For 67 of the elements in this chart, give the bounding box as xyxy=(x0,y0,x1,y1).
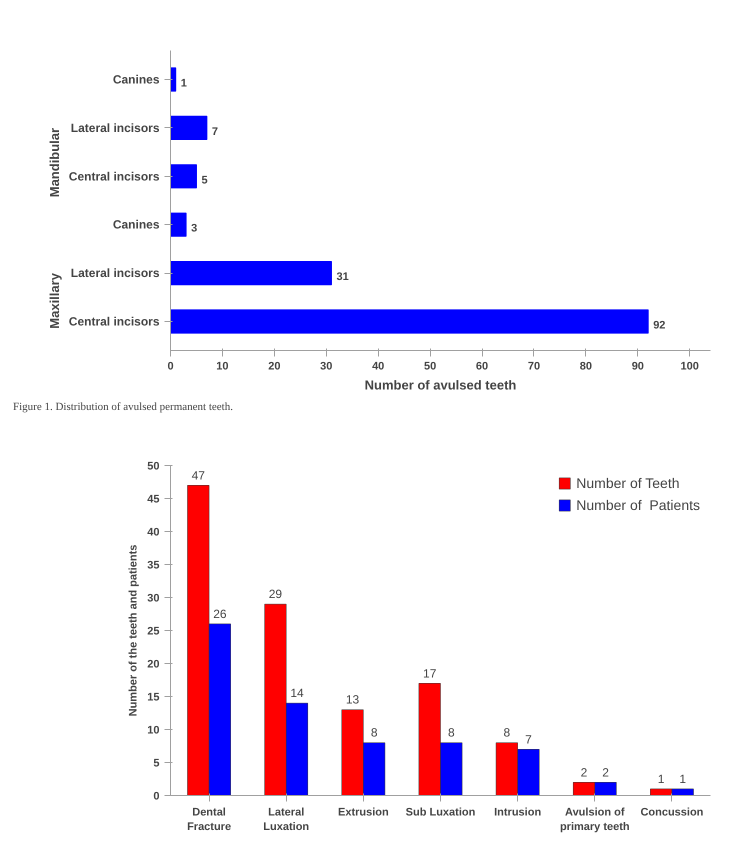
x-tick-label: 60 xyxy=(476,360,488,372)
x-tick-label: 30 xyxy=(320,360,332,372)
x-tick-label: 0 xyxy=(167,360,174,372)
x-tick-label: 20 xyxy=(268,360,280,372)
x-tick-label: Sub Luxation xyxy=(406,806,476,818)
bar xyxy=(170,212,187,237)
data-label: 8 xyxy=(448,726,455,740)
x-tick-label: 40 xyxy=(372,360,384,372)
bar xyxy=(170,309,649,334)
data-label: 3 xyxy=(191,222,198,235)
data-label: 92 xyxy=(653,319,666,332)
x-tick-label: 50 xyxy=(424,360,436,372)
data-label: 13 xyxy=(346,692,360,707)
y-tick-label: 15 xyxy=(147,692,160,704)
data-label: 2 xyxy=(602,765,610,780)
data-label: 1 xyxy=(679,772,686,786)
data-label: 5 xyxy=(201,174,208,186)
data-label: 31 xyxy=(336,271,349,284)
bar xyxy=(170,116,208,140)
y-tick-label: 0 xyxy=(153,790,160,802)
data-label: 1 xyxy=(658,772,665,786)
y-tick-label: Central incisors xyxy=(68,314,160,328)
bar xyxy=(170,260,332,286)
data-label: 1 xyxy=(180,78,187,90)
legend-label: Number of Teeth xyxy=(576,475,680,491)
x-tick-label: 100 xyxy=(680,360,699,372)
y-tick-label: 35 xyxy=(147,560,160,572)
x-tick-label: Concussion xyxy=(640,806,704,818)
y-axis-title: Number of the teeth and patients xyxy=(127,544,140,716)
x-tick-label: 70 xyxy=(528,360,540,372)
data-label: 17 xyxy=(423,666,437,680)
data-label: 7 xyxy=(525,732,532,746)
x-tick-label: Extrusion xyxy=(338,806,390,818)
x-tick-label: 80 xyxy=(580,360,592,372)
bar xyxy=(170,164,197,188)
y-tick-label: 30 xyxy=(147,592,160,604)
data-label: 29 xyxy=(268,587,282,602)
text: Maxillary xyxy=(47,272,62,329)
data-label: 26 xyxy=(213,606,227,621)
y-tick-label: 5 xyxy=(153,758,160,770)
y-tick-label: Canines xyxy=(112,72,160,87)
y-tick-label: 50 xyxy=(147,460,160,472)
caption: Figure 1. Distribution of avulsed permanent teeth. xyxy=(13,400,233,415)
x-tick-label: 90 xyxy=(632,360,644,372)
x-tick-label: Intrusion xyxy=(494,806,542,818)
y-tick-label: 25 xyxy=(147,626,160,638)
data-label: 8 xyxy=(370,726,378,740)
data-label: 47 xyxy=(192,468,206,482)
y-tick-label: Lateral incisors xyxy=(70,266,160,280)
y-tick-label: 20 xyxy=(147,658,160,670)
y-tick-label: Canines xyxy=(112,218,160,232)
x-tick-label: Dental Fracture xyxy=(187,806,232,833)
text: Mandibular xyxy=(47,128,62,198)
y-tick-label: 10 xyxy=(147,724,160,736)
x-axis-title: Number of avulsed teeth xyxy=(364,378,516,392)
x-tick-label: 10 xyxy=(216,360,229,372)
y-tick-label: Central incisors xyxy=(68,169,160,184)
legend-label: Number of Patients xyxy=(576,497,700,513)
y-tick-label: Lateral incisors xyxy=(70,120,160,135)
x-tick-label: Avulsion of primary teeth xyxy=(560,806,630,833)
x-tick-label: Lateral Luxation xyxy=(263,806,310,833)
data-label: 7 xyxy=(212,126,218,138)
data-label: 2 xyxy=(580,765,588,780)
data-label: 14 xyxy=(290,686,304,700)
y-tick-label: 40 xyxy=(147,526,160,538)
y-tick-label: 45 xyxy=(147,494,160,506)
data-label: 8 xyxy=(504,726,511,740)
